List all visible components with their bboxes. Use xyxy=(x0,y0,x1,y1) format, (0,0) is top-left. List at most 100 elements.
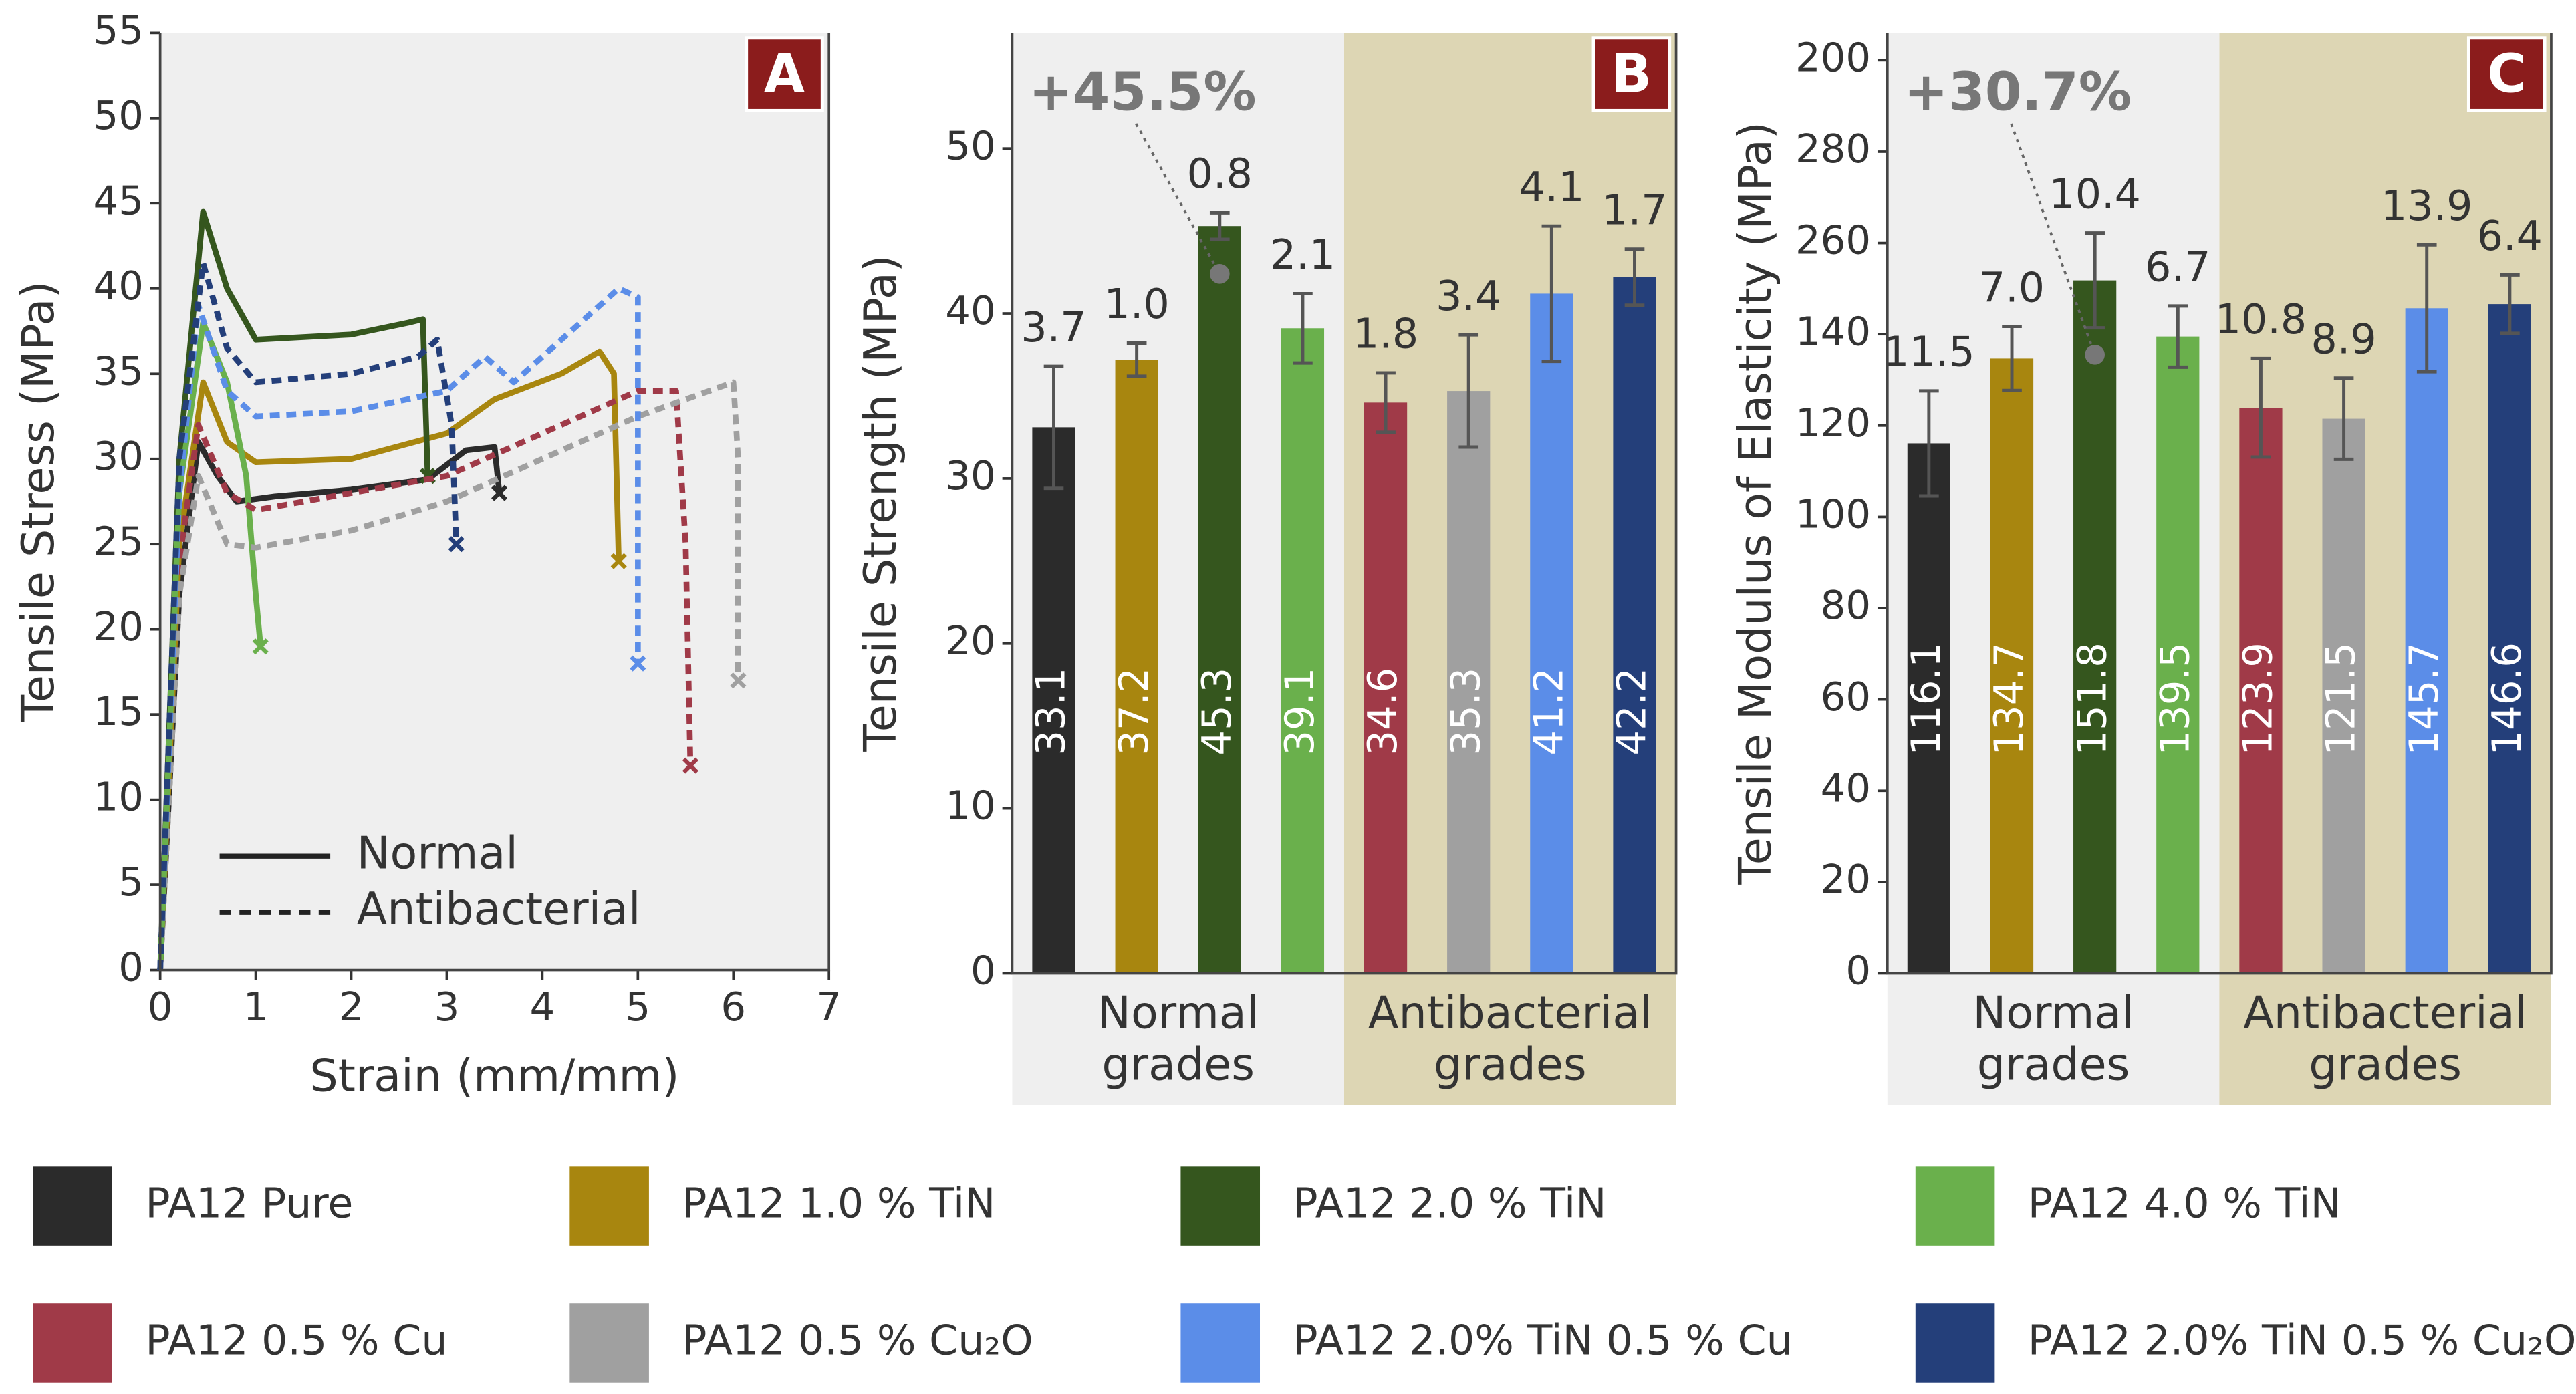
legend-swatch xyxy=(1915,1166,1995,1246)
x-tick-label: 0 xyxy=(148,984,173,1030)
bar xyxy=(1613,277,1656,974)
annotation-leader xyxy=(1135,123,1221,275)
error-bar xyxy=(1919,389,1939,498)
bar-value-label: 34.6 xyxy=(1360,668,1406,756)
plot-background xyxy=(160,33,829,970)
error-bar xyxy=(2416,243,2437,374)
y-tick-label: 50 xyxy=(945,122,995,168)
error-bar xyxy=(2250,356,2271,459)
legend-label: PA12 1.0 % TiN xyxy=(682,1179,995,1228)
group-label: Normal xyxy=(1098,987,1259,1039)
panel-label-box xyxy=(745,36,824,112)
annotation: +45.5% xyxy=(1029,61,1256,123)
legend-label: PA12 Pure xyxy=(145,1179,353,1228)
error-label: 2.1 xyxy=(1270,231,1335,279)
error-label: 10.4 xyxy=(2049,170,2140,218)
y-tick-label: 80 xyxy=(1821,582,1871,628)
y-tick-label: 55 xyxy=(93,7,143,53)
bar-value-label: 145.7 xyxy=(2401,642,2447,756)
bar-value-label: 134.7 xyxy=(1986,642,2032,756)
group-label: Normal xyxy=(1972,987,2134,1039)
legend-label: PA12 4.0 % TiN xyxy=(2028,1179,2341,1228)
break-marker xyxy=(491,484,508,501)
error-bar xyxy=(2002,325,2022,392)
bar-value-label: 146.6 xyxy=(2484,642,2530,756)
break-marker xyxy=(730,672,747,689)
legend-label: PA12 0.5 % Cu₂O xyxy=(682,1316,1033,1365)
y-tick-label: 40 xyxy=(945,287,995,333)
y-axis-label: Tensile Modulus of Elasticity (MPa) xyxy=(1729,122,1781,885)
bar-value-label: 37.2 xyxy=(1111,668,1157,756)
error-bar xyxy=(1624,247,1645,307)
stress-strain-curve xyxy=(157,379,741,970)
panel-label-box xyxy=(2466,36,2547,112)
group-label-band xyxy=(1343,973,1676,1105)
bar xyxy=(2405,308,2448,974)
x-tick-label: 5 xyxy=(625,984,650,1030)
bar-value-label: 123.9 xyxy=(2235,642,2281,756)
bar-value-label: 151.8 xyxy=(2069,642,2115,756)
y-tick-label: 30 xyxy=(945,452,995,499)
x-tick-label: 7 xyxy=(816,984,842,1030)
bar xyxy=(2322,418,2365,974)
x-tick-label: 1 xyxy=(243,984,269,1030)
annotation-dot xyxy=(1209,263,1230,284)
error-bar xyxy=(1209,211,1230,241)
y-tick-label: 10 xyxy=(93,774,143,820)
annotation: +30.7% xyxy=(1904,61,2132,123)
y-tick-label: 0 xyxy=(1845,948,1871,994)
y-tick-label: 15 xyxy=(93,688,143,734)
bar xyxy=(1115,360,1158,974)
bar-value-label: 139.5 xyxy=(2152,642,2198,756)
stress-strain-curve xyxy=(157,285,641,970)
bar xyxy=(1447,391,1491,974)
y-tick-label: 30 xyxy=(93,433,143,479)
axes-frame xyxy=(1886,33,2553,975)
bar xyxy=(1990,358,2034,974)
bar xyxy=(1907,443,1950,974)
error-bar xyxy=(1458,333,1479,449)
error-label: 4.1 xyxy=(1519,163,1584,211)
y-tick-label: 5 xyxy=(118,859,144,905)
break-marker xyxy=(448,536,465,553)
legend-label: PA12 0.5 % Cu xyxy=(145,1316,447,1365)
error-label: 10.8 xyxy=(2215,295,2307,343)
bar-value-label: 45.3 xyxy=(1194,668,1240,756)
error-label: 8.9 xyxy=(2311,315,2376,364)
legend-swatch xyxy=(1915,1303,1995,1383)
bar xyxy=(1198,226,1241,974)
error-label: 11.5 xyxy=(1883,328,1974,376)
group-label-band xyxy=(1887,973,2220,1105)
legend-swatch xyxy=(33,1166,112,1246)
error-bar xyxy=(2085,231,2105,330)
error-bar xyxy=(2168,304,2188,369)
legend-label: PA12 2.0 % TiN xyxy=(1293,1179,1606,1228)
panel-label: C xyxy=(2487,43,2526,105)
group-label-band xyxy=(1012,973,1344,1105)
break-marker xyxy=(682,757,699,774)
group-label: grades xyxy=(1977,1038,2130,1090)
y-tick-label: 40 xyxy=(1821,764,1871,811)
y-tick-label: 120 xyxy=(1795,400,1871,446)
error-bar xyxy=(1541,224,1562,364)
y-tick-label: 20 xyxy=(1821,856,1871,902)
bar xyxy=(1032,427,1075,974)
y-tick-label: 100 xyxy=(1795,491,1871,537)
y-tick-label: 260 xyxy=(1795,217,1871,263)
error-bar xyxy=(1043,364,1064,491)
axes-frame xyxy=(158,33,831,972)
y-tick-label: 50 xyxy=(93,92,143,138)
legend-swatch xyxy=(569,1303,649,1383)
annotation-dot xyxy=(2085,344,2105,365)
group-label-band xyxy=(2219,973,2551,1105)
error-label: 1.0 xyxy=(1104,280,1170,328)
y-tick-label: 0 xyxy=(971,948,996,994)
x-tick-label: 6 xyxy=(721,984,746,1030)
y-tick-label: 200 xyxy=(1795,34,1871,80)
bar xyxy=(1364,402,1408,974)
y-tick-label: 0 xyxy=(118,944,144,990)
error-label: 1.8 xyxy=(1353,310,1418,358)
y-tick-label: 10 xyxy=(945,783,995,829)
y-tick-label: 280 xyxy=(1795,126,1871,172)
error-bar xyxy=(2333,376,2354,461)
